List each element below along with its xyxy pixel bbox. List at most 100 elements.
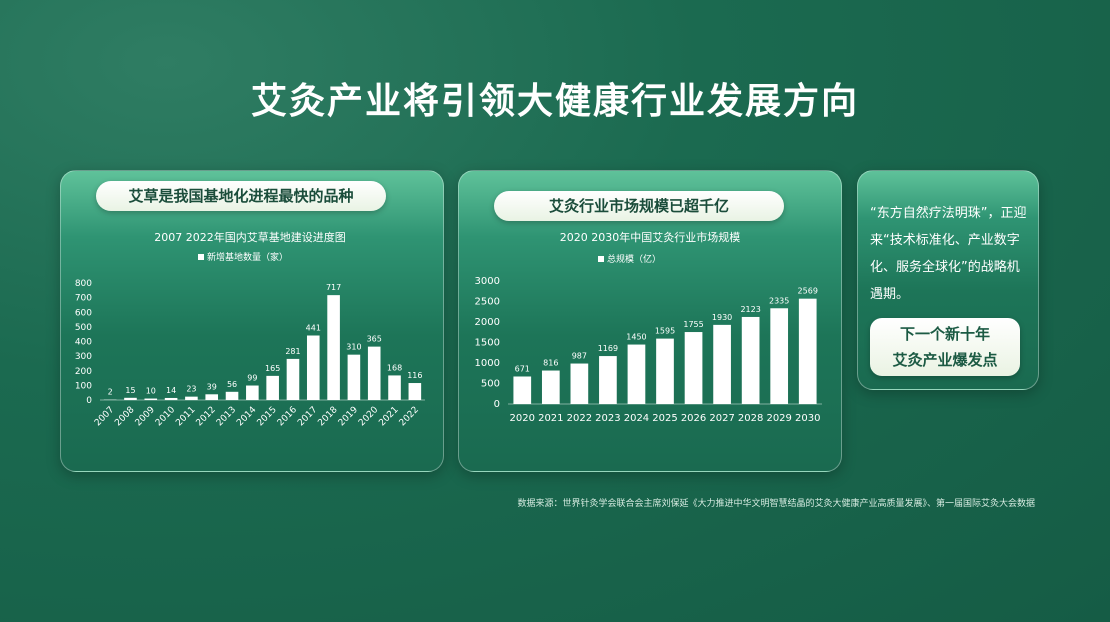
x-tick-label: 2020: [357, 405, 380, 428]
x-tick-label: 2013: [215, 405, 238, 428]
y-tick-label: 0: [86, 396, 92, 406]
value-label: 2123: [740, 305, 760, 314]
card-heading: 艾灸行业市场规模已超千亿: [494, 191, 784, 221]
value-label: 23: [186, 385, 196, 394]
bar: [599, 356, 617, 404]
value-label: 14: [166, 386, 176, 395]
x-tick-label: 2014: [235, 405, 258, 428]
value-label: 56: [227, 380, 237, 389]
value-label: 2335: [769, 296, 789, 305]
x-tick-label: 2022: [567, 413, 592, 424]
x-tick-label: 2030: [795, 413, 820, 424]
y-tick-label: 200: [75, 367, 92, 377]
bar: [306, 335, 320, 400]
y-tick-label: 1500: [475, 338, 500, 349]
slide-title: 艾灸产业将引领大健康行业发展方向: [250, 80, 859, 122]
y-tick-label: 600: [75, 308, 92, 318]
value-label: 10: [146, 387, 156, 396]
bar: [266, 375, 279, 400]
x-tick-label: 2015: [256, 405, 279, 428]
y-tick-label: 100: [75, 381, 92, 391]
y-tick-label: 500: [481, 379, 500, 390]
value-label: 1595: [655, 327, 675, 336]
x-tick-label: 2021: [377, 405, 400, 428]
x-tick-label: 2007: [93, 405, 116, 428]
x-tick-label: 2010: [154, 405, 177, 428]
value-label: 310: [346, 343, 361, 352]
bar: [367, 346, 381, 400]
x-tick-label: 2029: [766, 413, 791, 424]
x-tick-label: 2023: [595, 413, 620, 424]
x-tick-label: 2027: [709, 413, 734, 424]
x-tick-label: 2028: [738, 413, 763, 424]
bar: [185, 396, 198, 400]
x-tick-label: 2019: [337, 405, 360, 428]
source: 数据来源：世界针灸学会联合会主席刘保延《大力推进中华文明智慧结晶的艾灸大健康产业…: [517, 499, 1035, 509]
card-heading: 艾草是我国基地化进程最快的品种: [96, 181, 386, 211]
value-label: 15: [125, 386, 135, 395]
bar: [327, 295, 340, 400]
bar: [770, 308, 789, 404]
highlight: 下一个新十年 艾灸产业爆发点: [870, 318, 1020, 376]
highlight-line: 艾灸产业爆发点: [892, 351, 998, 369]
y-tick-label: 300: [75, 352, 92, 362]
y-tick-label: 2500: [475, 297, 500, 308]
bar: [684, 332, 703, 404]
bar: [246, 385, 259, 400]
bar: [713, 324, 731, 404]
legend-label: 总规模（亿）: [607, 253, 661, 265]
y-tick-label: 2000: [475, 317, 500, 328]
value-label: 116: [407, 371, 422, 380]
legend-label: 新增基地数量（家）: [207, 251, 288, 263]
y-tick-label: 700: [75, 294, 92, 304]
chart-title: 2020 2030年中国艾灸行业市场规模: [560, 230, 740, 244]
x-tick-label: 2009: [134, 405, 157, 428]
bar: [627, 344, 646, 404]
bar: [347, 354, 361, 400]
value-label: 441: [306, 324, 321, 333]
value-label: 2569: [798, 287, 818, 296]
chart-title: 2007 2022年国内艾草基地建设进度图: [154, 230, 345, 244]
bar: [124, 397, 137, 400]
value-label: 1930: [712, 313, 732, 322]
y-tick-label: 500: [75, 323, 92, 333]
legend-swatch: [598, 256, 604, 262]
x-tick-label: 2012: [195, 405, 218, 428]
value-label: 1450: [626, 333, 646, 342]
bar: [225, 391, 239, 400]
x-tick-label: 2017: [296, 405, 319, 428]
value-label: 1755: [683, 320, 703, 329]
bar: [408, 383, 422, 400]
x-tick-label: 2024: [624, 413, 649, 424]
y-tick-label: 3000: [475, 276, 500, 287]
bar: [741, 316, 760, 404]
value-label: 99: [247, 374, 257, 383]
bar: [541, 370, 560, 404]
y-tick-label: 0: [494, 399, 500, 410]
value-label: 165: [265, 364, 280, 373]
x-tick-label: 2018: [316, 405, 339, 428]
bar: [798, 298, 817, 404]
bar: [388, 375, 401, 400]
card: [60, 170, 444, 472]
x-tick-label: 2026: [681, 413, 706, 424]
x-tick-label: 2022: [398, 405, 421, 428]
y-tick-label: 400: [75, 338, 92, 348]
legend-swatch: [198, 254, 204, 260]
bar: [656, 338, 674, 404]
bar: [570, 363, 589, 404]
value-label: 717: [326, 283, 341, 292]
x-tick-label: 2025: [652, 413, 677, 424]
x-tick-label: 2016: [276, 405, 299, 428]
bar: [164, 397, 178, 400]
value-label: 39: [207, 382, 217, 391]
x-tick-label: 2008: [113, 405, 136, 428]
value-label: 2: [108, 388, 113, 397]
value-label: 168: [387, 363, 402, 372]
value-label: 1169: [598, 344, 618, 353]
bar: [144, 398, 158, 400]
side-text: “东方自然疗法明珠”，正迎来“技术标准化、产业数字化、服务全球化”的战略机遇期。: [870, 206, 1027, 302]
bar: [286, 358, 300, 400]
